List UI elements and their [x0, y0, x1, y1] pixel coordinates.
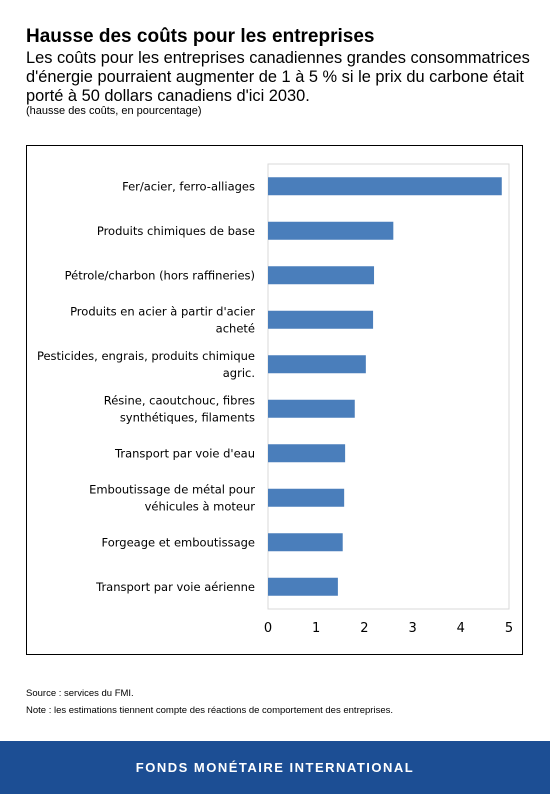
x-tick-label-5: 5 [505, 621, 513, 636]
category-label-4: Produits en acier à partir d'acier acheté [70, 304, 255, 335]
chart-title: Hausse des coûts pour les entreprises [26, 26, 375, 47]
bar-4 [268, 310, 374, 329]
plot-area [267, 163, 510, 610]
category-label-2: Produits chimiques de base [97, 224, 255, 238]
method-note: Note : les estimations tiennent compte d… [26, 705, 393, 716]
bar-8 [268, 488, 345, 507]
chart-notes: Source : services du FMI. Note : les est… [26, 685, 393, 719]
category-label-1: Fer/acier, ferro-alliages [122, 179, 255, 193]
bar-2 [268, 221, 394, 240]
x-tick-label-4: 4 [457, 621, 465, 636]
x-tick-label-2: 2 [360, 621, 368, 636]
bar-3 [268, 266, 375, 285]
unit-note: (hausse des coûts, en pourcentage) [26, 105, 202, 117]
organization-name: FONDS MONÉTAIRE INTERNATIONAL [135, 760, 415, 775]
bar-5 [268, 355, 366, 374]
category-label-5: Pesticides, engrais, produits chimique ag… [37, 349, 255, 380]
x-tick-label-0: 0 [264, 621, 272, 636]
footer-banner: FONDS MONÉTAIRE INTERNATIONAL [0, 741, 550, 794]
bar-6 [268, 399, 355, 418]
category-label-7: Transport par voie d'eau [114, 446, 255, 460]
bar-10 [268, 577, 338, 596]
x-tick-label-1: 1 [312, 621, 320, 636]
category-label-9: Forgeage et emboutissage [102, 535, 255, 549]
bar-9 [268, 533, 343, 552]
category-label-6: Résine, caoutchouc, fibres synthétiques, … [104, 393, 255, 424]
category-label-3: Pétrole/charbon (hors raffineries) [65, 268, 255, 282]
source-note: Source : services du FMI. [26, 688, 134, 699]
x-tick-label-3: 3 [408, 621, 416, 636]
bar-1 [268, 177, 502, 196]
bar-chart: Fer/acier, ferro-alliages Produits chimiq… [37, 163, 513, 636]
chart-subtitle: Les coûts pour les entreprises canadienn… [26, 49, 530, 105]
chart-frame: Fer/acier, ferro-alliages Produits chimiq… [26, 145, 523, 655]
category-label-10: Transport par voie aérienne [95, 580, 255, 594]
bar-7 [268, 444, 346, 463]
category-label-8: Emboutissage de métal pour véhicules à mo… [89, 482, 255, 513]
